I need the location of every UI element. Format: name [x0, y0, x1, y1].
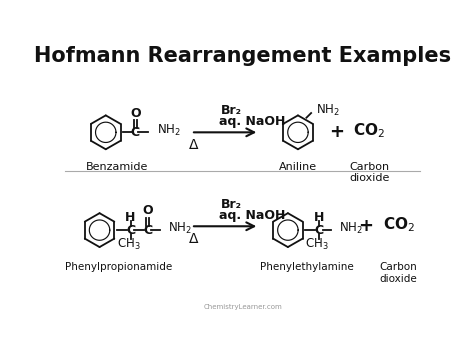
Text: NH$_2$: NH$_2$: [168, 221, 191, 236]
Text: H: H: [314, 210, 324, 224]
Text: aq. NaOH: aq. NaOH: [219, 115, 285, 128]
Text: Carbon
dioxide: Carbon dioxide: [380, 263, 418, 284]
Text: Br₂: Br₂: [221, 198, 242, 211]
Text: C: C: [143, 224, 152, 237]
Text: C: C: [131, 126, 140, 139]
Text: CH$_3$: CH$_3$: [117, 237, 141, 252]
Text: Hofmann Rearrangement Examples: Hofmann Rearrangement Examples: [34, 46, 452, 66]
Text: Carbon
dioxide: Carbon dioxide: [349, 162, 390, 183]
Text: NH$_2$: NH$_2$: [339, 221, 363, 236]
Text: +: +: [329, 123, 344, 142]
Text: Δ: Δ: [189, 138, 199, 152]
Text: C: C: [126, 224, 135, 237]
Text: CH$_3$: CH$_3$: [305, 237, 329, 252]
Text: Phenylpropionamide: Phenylpropionamide: [65, 263, 173, 272]
Text: NH$_2$: NH$_2$: [157, 123, 181, 138]
Text: CO$_2$: CO$_2$: [353, 121, 385, 140]
Text: aq. NaOH: aq. NaOH: [219, 209, 285, 222]
Text: H: H: [125, 210, 136, 224]
Text: Δ: Δ: [189, 232, 199, 246]
Text: NH$_2$: NH$_2$: [316, 102, 339, 118]
Text: O: O: [142, 205, 153, 218]
Text: +: +: [358, 217, 373, 235]
Text: O: O: [130, 107, 140, 120]
Text: Br₂: Br₂: [221, 104, 242, 117]
Text: Aniline: Aniline: [279, 162, 317, 171]
Text: CO$_2$: CO$_2$: [383, 215, 415, 234]
Text: ChemistryLearner.com: ChemistryLearner.com: [203, 304, 283, 310]
Text: Phenylethylamine: Phenylethylamine: [260, 263, 354, 272]
Text: Benzamide: Benzamide: [86, 162, 148, 171]
Text: C: C: [314, 224, 323, 237]
